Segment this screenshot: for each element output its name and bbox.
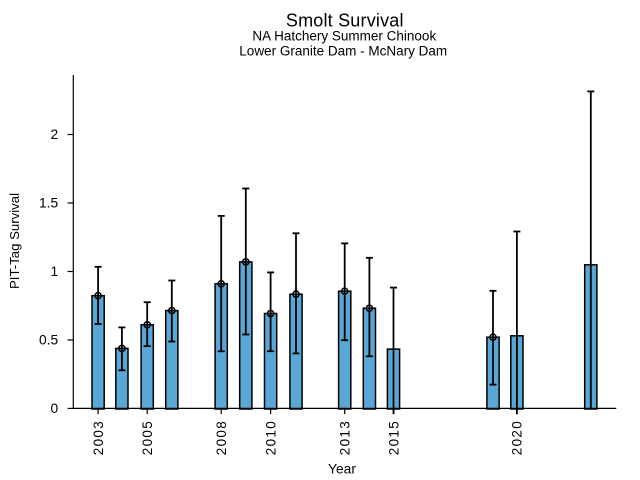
- svg-text:2005: 2005: [140, 420, 155, 455]
- svg-text:0.5: 0.5: [39, 333, 59, 348]
- svg-text:Year: Year: [328, 462, 356, 477]
- svg-text:2015: 2015: [386, 420, 401, 455]
- svg-text:1.5: 1.5: [39, 196, 59, 211]
- svg-text:2: 2: [51, 127, 59, 142]
- svg-text:2003: 2003: [91, 420, 106, 455]
- svg-text:0: 0: [51, 401, 59, 416]
- svg-text:1: 1: [51, 264, 59, 279]
- svg-text:2010: 2010: [263, 420, 278, 455]
- svg-text:2008: 2008: [214, 420, 229, 455]
- svg-text:NA Hatchery Summer Chinook: NA Hatchery Summer Chinook: [252, 29, 436, 44]
- svg-text:2020: 2020: [510, 420, 525, 455]
- svg-text:Lower Granite Dam - McNary Dam: Lower Granite Dam - McNary Dam: [239, 44, 447, 59]
- svg-text:2013: 2013: [338, 420, 353, 455]
- svg-text:PIT-Tag Survival: PIT-Tag Survival: [7, 193, 22, 289]
- svg-text:Smolt Survival: Smolt Survival: [286, 11, 404, 31]
